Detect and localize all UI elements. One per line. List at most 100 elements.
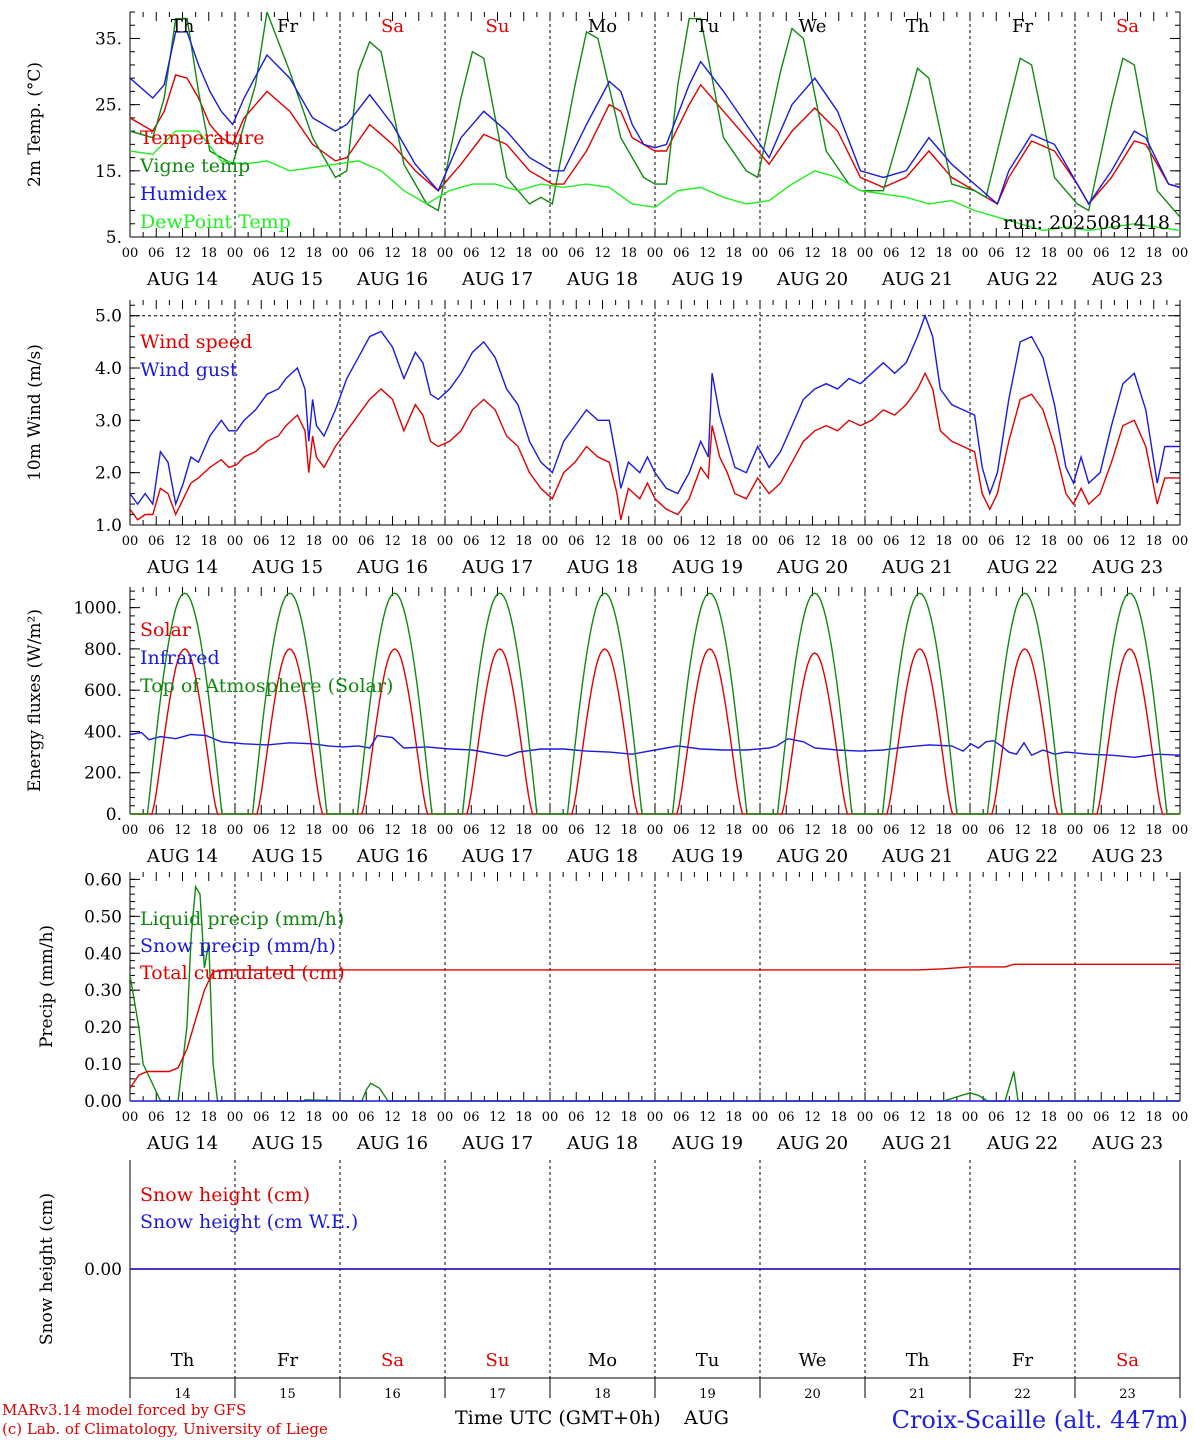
series-group — [130, 313, 1180, 521]
y-tick-label: 25. — [95, 96, 122, 116]
hour-label: 12 — [699, 1110, 716, 1125]
day-abbr-top: Tu — [696, 16, 720, 37]
series-group — [130, 12, 1180, 232]
date-label: AUG 21 — [881, 1133, 953, 1154]
hour-label: 06 — [673, 1110, 690, 1125]
hour-label: 00 — [752, 246, 769, 261]
y-tick-label: 1000. — [73, 599, 122, 619]
hour-label: 00 — [647, 823, 664, 838]
hour-label: 12 — [279, 1110, 296, 1125]
hour-label: 12 — [279, 246, 296, 261]
panel-4: 00 06 12 18 00 06 12 18 00 06 12 18 00 06 12 18 00 06 12 18… — [37, 870, 1188, 1154]
date-label: AUG 22 — [986, 1133, 1058, 1154]
date-label: AUG 22 — [986, 846, 1058, 867]
date-label: AUG 18 — [566, 557, 638, 578]
day-abbr-top: Fr — [277, 16, 298, 37]
legend-entry: Vigne temp — [139, 155, 250, 177]
hour-label: 00 — [122, 823, 139, 838]
hour-label: 06 — [883, 823, 900, 838]
hour-label: 18 — [1145, 534, 1162, 549]
series-line — [130, 313, 1180, 507]
hour-label: 06 — [463, 823, 480, 838]
hour-label: 18 — [1145, 823, 1162, 838]
day-number: 19 — [699, 1387, 716, 1402]
hour-label: 12 — [174, 1110, 191, 1125]
hour-label: 06 — [1093, 534, 1110, 549]
hour-label: 18 — [200, 823, 217, 838]
hour-label: 06 — [1093, 1110, 1110, 1125]
hour-label: 00 — [1067, 1110, 1084, 1125]
hour-label: 12 — [909, 246, 926, 261]
day-number: 17 — [489, 1387, 506, 1402]
hour-label: 06 — [358, 823, 375, 838]
date-label: AUG 20 — [776, 269, 848, 290]
y-tick-label: 400. — [84, 722, 122, 742]
day-abbr-bottom: Th — [171, 1350, 195, 1371]
y-axis-label: 10m Wind (m/s) — [25, 344, 45, 481]
hour-label: 06 — [673, 534, 690, 549]
hour-label: 00 — [227, 246, 244, 261]
hour-label: 12 — [804, 1110, 821, 1125]
legend-entry: Temperature — [140, 127, 264, 149]
date-label: AUG 23 — [1091, 269, 1163, 290]
hour-label: 06 — [1093, 246, 1110, 261]
hour-label: 06 — [988, 1110, 1005, 1125]
date-label: AUG 19 — [671, 1133, 743, 1154]
day-abbr-bottom: Fr — [1012, 1350, 1033, 1371]
date-label: AUG 23 — [1091, 557, 1163, 578]
y-tick-label: 3.0 — [95, 411, 122, 431]
hour-label: 12 — [1119, 534, 1136, 549]
day-abbr-top: We — [799, 16, 827, 37]
y-tick-label: 0.50 — [84, 907, 122, 927]
hour-label: 18 — [200, 246, 217, 261]
hour-label: 18 — [515, 1110, 532, 1125]
series-line — [130, 130, 1180, 232]
date-label: AUG 19 — [671, 269, 743, 290]
y-tick-label: 800. — [84, 640, 122, 660]
hour-label: 00 — [1172, 1110, 1189, 1125]
hour-label: 12 — [594, 1110, 611, 1125]
y-axis-label: Snow height (cm) — [37, 1193, 57, 1345]
hour-label: 00 — [332, 823, 349, 838]
series-group — [130, 592, 1180, 815]
hour-label: 18 — [725, 246, 742, 261]
hour-label: 12 — [1014, 246, 1031, 261]
hour-label: 06 — [988, 823, 1005, 838]
hour-label: 18 — [830, 823, 847, 838]
series-group — [130, 884, 1180, 1102]
hour-label: 06 — [148, 823, 165, 838]
y-tick-label: 5. — [106, 228, 122, 248]
hour-label: 18 — [410, 534, 427, 549]
legend-entry: Wind speed — [140, 331, 252, 353]
hour-label: 18 — [1145, 1110, 1162, 1125]
hour-label: 00 — [962, 823, 979, 838]
hour-label: 00 — [647, 534, 664, 549]
y-tick-label: 35. — [95, 29, 122, 49]
hour-label: 00 — [752, 823, 769, 838]
hour-label: 00 — [1172, 246, 1189, 261]
hour-label: 18 — [620, 246, 637, 261]
hour-label: 12 — [279, 534, 296, 549]
legend-entry: Snow precip (mm/h) — [140, 935, 336, 957]
date-label: AUG 19 — [671, 846, 743, 867]
hour-label: 06 — [148, 534, 165, 549]
hour-label: 00 — [332, 246, 349, 261]
day-abbr-bottom: Sa — [1116, 1350, 1139, 1371]
hour-label: 06 — [568, 246, 585, 261]
day-abbr-top: Mo — [588, 16, 617, 37]
hour-label: 00 — [122, 534, 139, 549]
day-abbr-bottom: We — [799, 1350, 827, 1371]
day-abbr-bottom: Su — [486, 1350, 510, 1371]
y-tick-label: 0.60 — [84, 870, 122, 890]
hour-label: 00 — [332, 534, 349, 549]
hour-label: 18 — [410, 246, 427, 261]
day-number: 18 — [594, 1387, 611, 1402]
y-tick-label: 1.0 — [95, 516, 122, 536]
hour-label: 18 — [1040, 1110, 1057, 1125]
hour-label: 12 — [594, 823, 611, 838]
hour-label: 00 — [1067, 246, 1084, 261]
hour-label: 00 — [437, 1110, 454, 1125]
day-abbr-bottom: Mo — [588, 1350, 617, 1371]
hour-label: 00 — [647, 246, 664, 261]
date-label: AUG 23 — [1091, 1133, 1163, 1154]
